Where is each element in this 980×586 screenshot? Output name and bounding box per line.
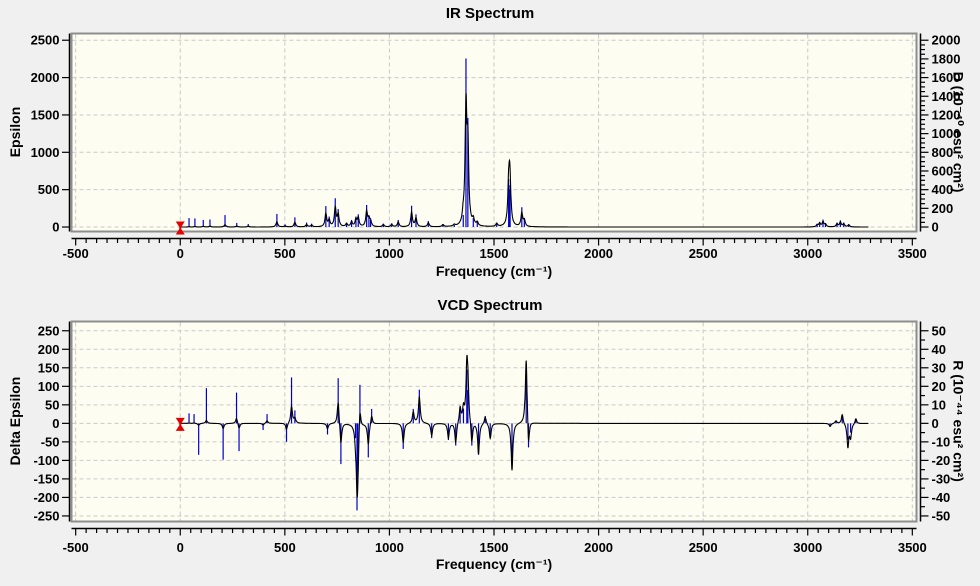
y-tick-label: 100 <box>38 379 60 394</box>
y2-tick-label: -30 <box>932 471 951 486</box>
x-tick-label: 2500 <box>689 246 718 261</box>
y-axis-title: Delta Epsilon <box>7 376 23 466</box>
y2-axis-title: D (10⁻⁴⁰ esu² cm²) <box>950 71 967 193</box>
y2-tick-label: 200 <box>932 201 954 216</box>
y-tick-label: 0 <box>52 416 59 431</box>
y2-tick-label: -10 <box>932 434 951 449</box>
y2-tick-label: 1800 <box>932 51 961 66</box>
y2-tick-label: -40 <box>932 490 951 505</box>
y-tick-label: 250 <box>38 323 60 338</box>
vcd-spectrum-chart: -250 -200 -150 -100 -50 0 50 100 150 200 250 -500 0 5… <box>0 293 980 586</box>
ir-spectrum-chart: 0 500 1000 1500 2000 2500 -500 0 500 1000 1500 2000… <box>7 5 967 279</box>
x-tick-label: -500 <box>63 540 89 555</box>
x-tick-label: 2000 <box>584 540 613 555</box>
x-tick-label: 0 <box>177 246 184 261</box>
x-tick-label: 1000 <box>375 246 404 261</box>
y2-tick-label: 1600 <box>932 70 961 85</box>
y-tick-label: 2000 <box>31 70 60 85</box>
y2-tick-label: 1200 <box>932 107 961 122</box>
y-tick-label: -50 <box>41 434 60 449</box>
y2-tick-label: 10 <box>932 397 946 412</box>
y2-tick-label: 800 <box>932 145 954 160</box>
spectrum-envelope <box>180 354 869 498</box>
y-tick-label: 150 <box>38 360 60 375</box>
y2-tick-label: 50 <box>932 323 946 338</box>
x-tick-label: 0 <box>177 540 184 555</box>
x-axis-title: Frequency (cm⁻¹) <box>435 556 553 572</box>
y-tick-label: 1000 <box>31 145 60 160</box>
x-tick-label: 2000 <box>584 246 613 261</box>
y2-tick-label: -20 <box>932 453 951 468</box>
x-tick-label: 500 <box>274 246 296 261</box>
x-tick-label: 3000 <box>793 540 822 555</box>
chart-title: IR Spectrum <box>445 5 535 22</box>
x-tick-label: 2500 <box>689 540 718 555</box>
x-tick-label: 3500 <box>898 540 927 555</box>
y2-axis-title: R (10⁻⁴⁴ esu² cm²) <box>950 360 967 482</box>
y2-tick-label: 1400 <box>932 89 961 104</box>
y2-tick-label: 40 <box>932 342 946 357</box>
y2-tick-label: 0 <box>932 220 939 235</box>
y2-tick-label: 30 <box>932 360 946 375</box>
x-tick-label: 1500 <box>480 246 509 261</box>
x-tick-label: 1000 <box>375 540 404 555</box>
origin-marker[interactable] <box>175 221 185 235</box>
x-tick-label: 500 <box>274 540 296 555</box>
y-tick-label: 500 <box>38 182 60 197</box>
x-tick-label: 3500 <box>898 246 927 261</box>
y-tick-label: 0 <box>52 220 59 235</box>
y2-tick-label: 0 <box>932 416 939 431</box>
y2-tick-label: -50 <box>932 508 951 523</box>
y-tick-label: -250 <box>33 508 59 523</box>
chart-title: VCD Spectrum <box>437 297 543 314</box>
x-tick-label: 3000 <box>793 246 822 261</box>
origin-marker[interactable] <box>175 417 185 431</box>
y2-tick-label: 400 <box>932 182 954 197</box>
y2-tick-label: 1000 <box>932 126 961 141</box>
y-tick-label: -200 <box>33 490 59 505</box>
spectrum-envelope <box>180 93 869 228</box>
y-tick-label: 50 <box>45 397 59 412</box>
y-tick-label: 2500 <box>31 33 60 48</box>
y2-tick-label: 2000 <box>932 33 961 48</box>
y2-tick-label: 20 <box>932 379 946 394</box>
y-axis-title: Epsilon <box>7 106 23 158</box>
x-axis-title: Frequency (cm⁻¹) <box>435 263 553 279</box>
y-tick-label: -150 <box>33 471 59 486</box>
y-tick-label: 1500 <box>31 107 60 122</box>
x-tick-label: 1500 <box>480 540 509 555</box>
y-tick-label: 200 <box>38 342 60 357</box>
y2-tick-label: 600 <box>932 163 954 178</box>
y-tick-label: -100 <box>33 453 59 468</box>
x-tick-label: -500 <box>63 246 89 261</box>
